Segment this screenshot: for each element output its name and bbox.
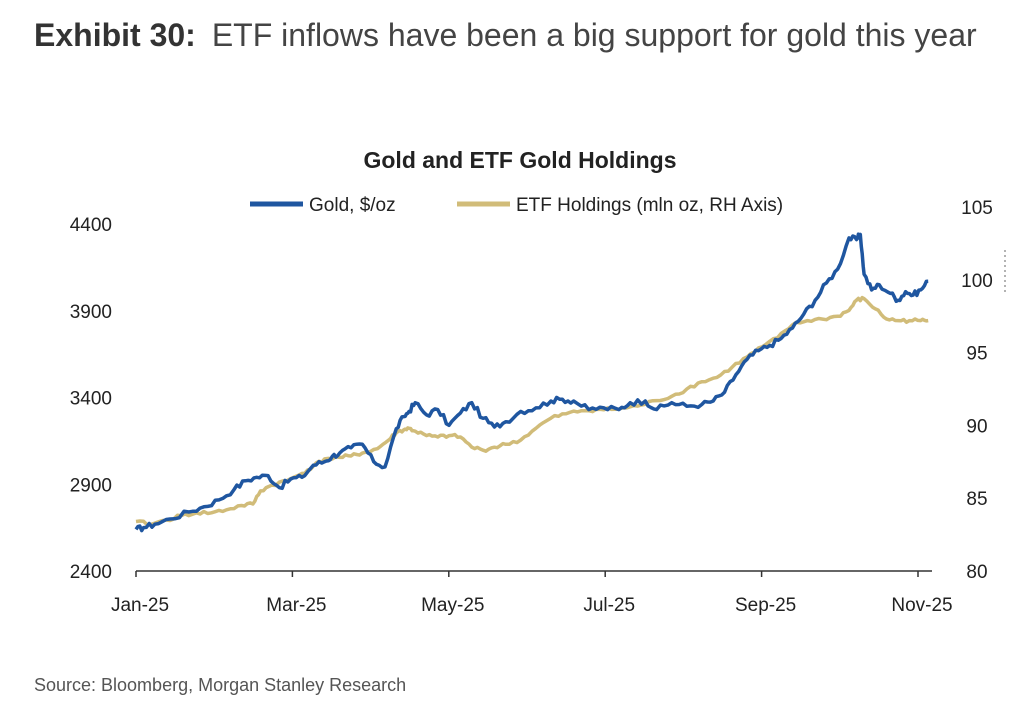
- legend: Gold, $/oz ETF Holdings (mln oz, RH Axis…: [250, 195, 783, 216]
- y-tick-right-105: 105: [961, 198, 993, 219]
- y-tick-right-100: 100: [961, 271, 993, 292]
- x-tick-Jan-25: Jan-25: [111, 595, 169, 616]
- chart-title: Gold and ETF Gold Holdings: [363, 147, 676, 173]
- y-tick-left-2900: 2900: [70, 475, 112, 496]
- x-axis-ticks: Jan-25 Mar-25 May-25 Jul-25 Sep-25 Nov-25: [111, 571, 953, 616]
- source-note: Source: Bloomberg, Morgan Stanley Resear…: [34, 675, 407, 695]
- y-tick-left-4400: 4400: [70, 215, 112, 236]
- x-tick-Jul-25: Jul-25: [583, 595, 635, 616]
- exhibit-heading: Exhibit 30: ETF inflows have been a big s…: [34, 8, 994, 62]
- x-tick-Mar-25: Mar-25: [266, 595, 326, 616]
- gold-etf-chart: Gold and ETF Gold Holdings Gold, $/oz ET…: [70, 147, 1006, 616]
- y-tick-right-90: 90: [966, 416, 987, 437]
- x-tick-Nov-25: Nov-25: [891, 595, 952, 616]
- y-tick-left-3900: 3900: [70, 302, 112, 323]
- left-axis-ticks: 2400 2900 3400 3900 4400: [70, 215, 112, 583]
- right-axis-ticks: 80 85 90 95 100 105: [961, 198, 993, 583]
- legend-etf-label: ETF Holdings (mln oz, RH Axis): [516, 195, 783, 216]
- y-tick-right-80: 80: [966, 562, 987, 583]
- legend-gold-label: Gold, $/oz: [309, 195, 396, 216]
- y-tick-right-85: 85: [966, 489, 987, 510]
- exhibit-label: Exhibit 30:: [34, 17, 196, 53]
- y-tick-left-3400: 3400: [70, 389, 112, 410]
- x-tick-May-25: May-25: [421, 595, 484, 616]
- exhibit-title: ETF inflows have been a big support for …: [211, 17, 977, 53]
- y-tick-right-95: 95: [966, 344, 987, 365]
- series-line-gold: [134, 232, 929, 533]
- y-tick-left-2400: 2400: [70, 562, 112, 583]
- x-tick-Sep-25: Sep-25: [735, 595, 796, 616]
